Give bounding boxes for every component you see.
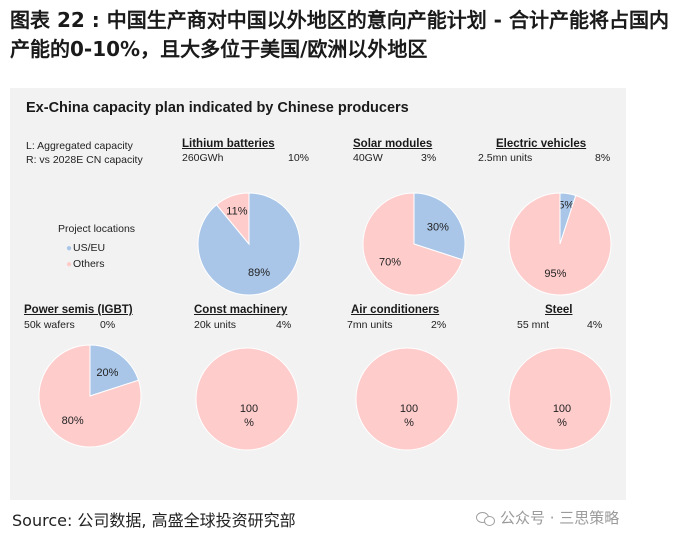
data-label-us-eu: 89%	[248, 267, 270, 279]
data-label-others: 100	[240, 403, 258, 415]
chart-title-solar-modules: Solar modules	[353, 138, 433, 150]
legend-item-us-eu: ●US/EU	[66, 242, 105, 254]
chart-title-power-semis-igbt: Power semis (IGBT)	[24, 304, 133, 316]
pie-chart-electric-vehicles: 5% 95%	[508, 192, 612, 296]
slice-us-eu	[89, 344, 140, 397]
capacity-value-solar-modules: 40GW	[353, 152, 383, 164]
chart-title-steel: Steel	[545, 304, 573, 316]
watermark: 公众号 · 三思策略	[476, 507, 619, 528]
vs-cn-value-lithium-batteries: 10%	[288, 152, 310, 164]
vs-cn-value-solar-modules: 3%	[421, 152, 437, 164]
chart-title-air-conditioners: Air conditioners	[351, 304, 440, 316]
slice-others	[195, 347, 299, 451]
slice-others	[508, 347, 612, 451]
vs-cn-value-electric-vehicles: 8%	[595, 152, 611, 164]
chart-title-const-machinery: Const machinery	[194, 304, 288, 316]
pie-chart-solar-modules: 30% 70%	[362, 192, 466, 296]
data-label-others: 70%	[379, 256, 401, 268]
figure-title: 图表 22 : 中国生产商对中国以外地区的意向产能计划 - 合计产能将占国内产能…	[10, 8, 669, 61]
legend-right-note: R: vs 2028E CN capacity	[26, 154, 143, 166]
source-note: Source: 公司数据, 高盛全球投资研究部	[12, 511, 296, 530]
watermark-text: 公众号 · 三思策略	[500, 509, 620, 527]
data-label-others-unit: %	[244, 417, 254, 429]
chart-panel: Ex-China capacity plan indicated by Chin…	[10, 88, 626, 500]
slice-us-eu	[413, 192, 466, 261]
chart-title-lithium-batteries: Lithium batteries	[182, 138, 275, 150]
slice-others	[508, 192, 612, 296]
project-locations-title: Project locations	[58, 223, 136, 235]
slice-others	[38, 344, 142, 448]
data-label-others-unit: %	[557, 417, 567, 429]
legend-label-others: Others	[73, 258, 105, 270]
data-label-others: 80%	[62, 415, 84, 427]
legend-dot-others: ●	[66, 259, 73, 270]
data-label-us-eu: 20%	[96, 367, 118, 379]
wechat-icon	[476, 510, 496, 526]
pie-chart-power-semis-igbt: 20% 80%	[38, 344, 142, 448]
vs-cn-value-air-conditioners: 2%	[431, 319, 447, 331]
capacity-value-air-conditioners: 7mn units	[347, 319, 393, 331]
slice-others	[355, 347, 459, 451]
pie-chart-const-machinery: 100%	[195, 347, 299, 451]
capacity-value-lithium-batteries: 260GWh	[182, 152, 224, 164]
slice-others	[215, 192, 250, 246]
legend-item-others: ●Others	[66, 258, 105, 270]
slice-others	[362, 192, 464, 296]
legend-dot-us-eu: ●	[66, 243, 73, 254]
capacity-value-steel: 55 mnt	[517, 319, 550, 331]
pie-chart-air-conditioners: 100%	[355, 347, 459, 451]
pie-chart-lithium-batteries: 89% 11%	[197, 192, 301, 296]
vs-cn-value-steel: 4%	[587, 319, 603, 331]
chart-title-electric-vehicles: Electric vehicles	[496, 138, 587, 150]
data-label-us-eu: 5%	[558, 200, 574, 212]
vs-cn-value-const-machinery: 4%	[276, 319, 292, 331]
data-label-others-unit: %	[404, 417, 414, 429]
data-label-others: 95%	[544, 268, 566, 280]
capacity-value-power-semis-igbt: 50k wafers	[24, 319, 75, 331]
data-label-others: 100	[400, 403, 418, 415]
capacity-value-electric-vehicles: 2.5mn units	[478, 152, 533, 164]
data-label-others: 100	[553, 403, 571, 415]
legend-left-note: L: Aggregated capacity	[26, 140, 133, 152]
panel-title: Ex-China capacity plan indicated by Chin…	[26, 100, 409, 116]
data-label-others: 11%	[226, 205, 247, 217]
data-label-us-eu: 30%	[427, 222, 449, 234]
legend-label-us-eu: US/EU	[73, 242, 106, 254]
capacity-value-const-machinery: 20k units	[194, 319, 237, 331]
pie-chart-steel: 100%	[508, 347, 612, 451]
vs-cn-value-power-semis-igbt: 0%	[100, 319, 116, 331]
